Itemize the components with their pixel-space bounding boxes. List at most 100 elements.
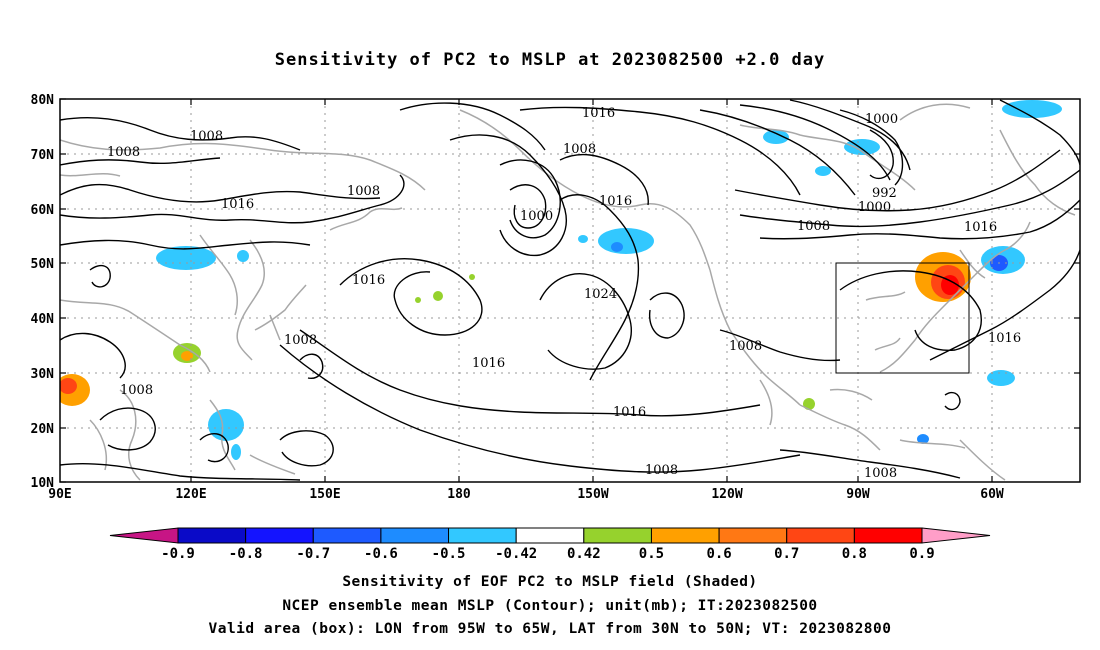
- lat-labels: 80N 70N 60N 50N 40N 30N 20N 10N: [31, 93, 55, 491]
- page-title: Sensitivity of PC2 to MSLP at 2023082500…: [274, 50, 826, 70]
- lat-label: 30N: [31, 367, 55, 382]
- lat-label: 70N: [31, 148, 55, 163]
- colorbar-label: 0.6: [706, 546, 731, 562]
- shade-blob-taiwan-core: [181, 351, 193, 361]
- colorbar-over-triangle: [921, 527, 991, 544]
- colorbar-label: 0.7: [774, 546, 799, 562]
- contour-label: 1008: [797, 219, 830, 234]
- contour-label: 1008: [563, 142, 596, 157]
- colorbar-label: 0.42: [567, 546, 601, 562]
- colorbar-swatch: [853, 527, 923, 544]
- shade-blob-gulf: [803, 398, 815, 410]
- caption-shading: Sensitivity of EOF PC2 to MSLP field (Sh…: [342, 574, 758, 590]
- lon-label: 60W: [980, 487, 1004, 502]
- lat-label: 40N: [31, 312, 55, 327]
- lat-label: 50N: [31, 257, 55, 272]
- contour-label: 1016: [613, 405, 646, 420]
- shade-blob-ne-pacific-small: [578, 235, 588, 243]
- shade-blob-ne-pacific: [598, 228, 654, 254]
- shade-blob-ne-pacific-core: [611, 242, 623, 252]
- mslp-contours: [60, 99, 1080, 481]
- shade-blob-atlantic-positive-max: [941, 275, 959, 295]
- contour-labels: 1008 1008 1016 1008 1016 1008 1008 1000 …: [107, 106, 1021, 481]
- contour-label: 1016: [599, 194, 632, 209]
- colorbar-swatch: [786, 527, 855, 544]
- shade-blob-canada-2: [815, 166, 831, 176]
- colorbar-label: 0.5: [639, 546, 664, 562]
- colorbar-swatch: [448, 527, 517, 544]
- valid-area-box: [835, 262, 970, 374]
- contour-label: 1008: [284, 333, 317, 348]
- map-frame: [59, 98, 1081, 483]
- shade-blob-philippines-2: [231, 444, 241, 460]
- colorbar-label: -0.9: [161, 546, 195, 562]
- shade-blob-pacific-small-3: [469, 274, 475, 280]
- contour-label: 1008: [120, 383, 153, 398]
- contour-label: 1000: [865, 112, 898, 127]
- sensitivity-shading: [60, 100, 1062, 460]
- map-content: [60, 99, 1080, 482]
- contour-label: 1016: [221, 197, 254, 212]
- lat-label: 10N: [31, 476, 55, 491]
- colorbar-under-triangle: [109, 527, 179, 544]
- colorbar-label: 0.9: [909, 546, 934, 562]
- colorbar-label: -0.8: [229, 546, 263, 562]
- contour-label: 1008: [645, 463, 678, 478]
- shade-blob-pacific-small-2: [415, 297, 421, 303]
- colorbar-label: -0.42: [495, 546, 537, 562]
- shade-blob-canada: [763, 130, 789, 144]
- shade-blob-philippines: [208, 409, 244, 441]
- caption-valid-area: Valid area (box): LON from 95W to 65W, L…: [208, 621, 892, 637]
- colorbar-swatch: [380, 527, 450, 544]
- contour-label: 1008: [107, 145, 140, 160]
- colorbar-swatch: [515, 527, 585, 544]
- colorbar-label: -0.6: [364, 546, 398, 562]
- lon-labels: 90E 120E 150E 180 150W 120W 90W 60W: [48, 487, 1004, 502]
- lon-label: 150W: [577, 487, 608, 502]
- shade-blob-korea: [237, 250, 249, 262]
- colorbar: [109, 527, 991, 544]
- contour-label: 1016: [352, 273, 385, 288]
- lat-lon-grid: [60, 99, 1080, 482]
- contour-label: 1016: [582, 106, 615, 121]
- lon-label: 120W: [711, 487, 742, 502]
- lon-label: 90W: [846, 487, 870, 502]
- contour-label: 1008: [347, 184, 380, 199]
- lon-label: 180: [447, 487, 471, 502]
- shade-blob-caribbean: [917, 434, 929, 444]
- contour-label: 1008: [190, 129, 223, 144]
- colorbar-swatch: [583, 527, 652, 544]
- colorbar-label: 0.8: [842, 546, 867, 562]
- contour-label: 1016: [472, 356, 505, 371]
- shade-blob-bay-bengal-core: [60, 378, 77, 394]
- contour-label: 1016: [988, 331, 1021, 346]
- contour-label: 1016: [964, 220, 997, 235]
- colorbar-swatch: [177, 527, 247, 544]
- colorbar-swatch: [312, 527, 382, 544]
- colorbar-labels: -0.9 -0.8 -0.7 -0.6 -0.5 -0.42 0.42 0.5 0.6 0.7 0.…: [161, 546, 935, 562]
- shade-blob-atlantic-small: [987, 370, 1015, 386]
- colorbar-swatch: [650, 527, 720, 544]
- lat-label: 20N: [31, 422, 55, 437]
- colorbar-swatch: [245, 527, 314, 544]
- colorbar-label: -0.7: [296, 546, 330, 562]
- lon-label: 150E: [309, 487, 340, 502]
- coastlines: [60, 103, 1076, 481]
- contour-label: 1000: [520, 209, 553, 224]
- contour-label: 992: [872, 186, 897, 201]
- contour-label: 1008: [864, 466, 897, 481]
- caption-contour: NCEP ensemble mean MSLP (Contour); unit(…: [282, 598, 818, 614]
- contour-label: 1000: [858, 200, 891, 215]
- shade-blob-pacific-small: [433, 291, 443, 301]
- colorbar-swatch: [718, 527, 788, 544]
- lat-label: 60N: [31, 203, 55, 218]
- colorbar-label: -0.5: [432, 546, 466, 562]
- shade-blob-japan-sea: [156, 246, 216, 270]
- lat-label: 80N: [31, 93, 55, 108]
- lon-label: 90E: [48, 487, 71, 502]
- contour-label: 1024: [584, 287, 617, 302]
- shade-blob-arctic: [1002, 100, 1062, 118]
- lon-label: 120E: [175, 487, 206, 502]
